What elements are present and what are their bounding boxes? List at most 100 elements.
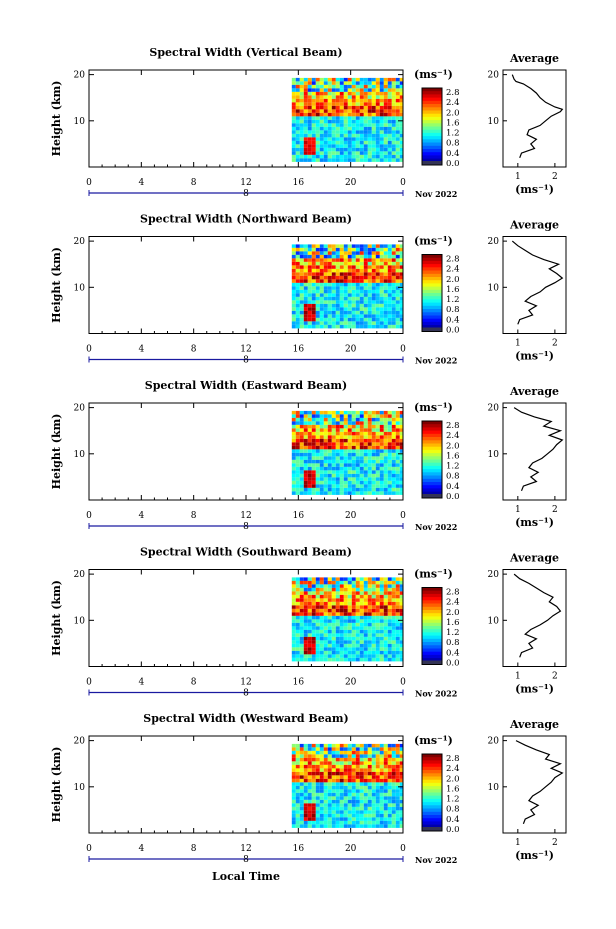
heatmap-cell <box>335 244 340 248</box>
heatmap-cell <box>307 820 312 825</box>
heatmap-cell <box>367 796 372 800</box>
heatmap-cell <box>351 747 356 751</box>
heatmap-cell <box>383 480 388 485</box>
heatmap-cell <box>347 421 352 425</box>
heatmap-cell <box>347 608 352 613</box>
heatmap-cell <box>399 470 403 474</box>
heatmap-cell <box>323 88 328 92</box>
heatmap-cell <box>347 438 352 443</box>
heatmap-cell <box>311 757 316 762</box>
heatmap-cell <box>311 410 316 415</box>
heatmap-cell <box>359 424 364 429</box>
heatmap-cell <box>291 626 296 630</box>
heatmap-cell <box>379 824 384 828</box>
heatmap-cell <box>311 324 316 329</box>
heatmap-cell <box>331 424 336 429</box>
heatmap-cell <box>339 321 344 325</box>
heatmap-cell <box>307 654 312 658</box>
heatmap-cell <box>371 750 376 755</box>
heatmap-cell <box>371 140 376 145</box>
heatmap-cell <box>299 102 304 106</box>
heatmap-cell <box>347 272 352 276</box>
heatmap-cell <box>383 314 388 318</box>
heatmap-cell <box>311 640 316 644</box>
heatmap-cell <box>395 792 400 797</box>
heatmap-cell <box>323 310 328 315</box>
heatmap-cell <box>319 247 324 252</box>
heatmap-cell <box>303 300 308 304</box>
heatmap-cell <box>351 279 356 283</box>
heatmap-cell <box>327 473 332 478</box>
heatmap-cell <box>335 775 340 779</box>
colorbar-swatch <box>422 129 442 134</box>
colorbar-swatch <box>422 616 442 621</box>
heatmap-cell <box>363 421 368 425</box>
heatmap-cell <box>319 140 324 145</box>
heatmap-cell <box>355 84 360 89</box>
heatmap-cell <box>327 417 332 422</box>
heatmap-cell <box>335 810 340 814</box>
colorbar <box>421 587 443 665</box>
heatmap-cell <box>347 81 352 85</box>
heatmap-cell <box>323 487 328 492</box>
heatmap-cell <box>371 91 376 96</box>
heatmap-cell <box>391 473 396 478</box>
heatmap-cell <box>303 91 308 96</box>
heatmap-cell <box>379 470 384 474</box>
heatmap-cell <box>323 813 328 818</box>
heatmap-cell <box>355 307 360 311</box>
heatmap-cell <box>347 612 352 616</box>
heatmap-cell <box>351 296 356 301</box>
heatmap-cell <box>367 622 372 627</box>
colorbar-swatch <box>422 318 442 323</box>
heatmap-cell <box>315 317 320 322</box>
heatmap-cell <box>335 414 340 418</box>
heatmap-cell <box>351 817 356 821</box>
heatmap-cell <box>359 768 364 772</box>
heatmap-cell <box>299 133 304 138</box>
heatmap-cell <box>391 612 396 616</box>
heatmap-cell <box>295 88 300 92</box>
heatmap-cell <box>355 119 360 124</box>
heatmap-cell <box>367 105 372 110</box>
heatmap-cell <box>347 130 352 134</box>
heatmap-cell <box>307 428 312 432</box>
heatmap-cell <box>379 244 384 248</box>
heatmap-cell <box>367 296 372 301</box>
heatmap-cell <box>371 782 376 786</box>
colorbar-swatch <box>422 773 442 777</box>
heatmap-cell <box>367 466 372 471</box>
heatmap-cell <box>311 771 316 776</box>
heatmap-cell <box>383 303 388 308</box>
heatmap-cell <box>295 813 300 818</box>
heatmap-cell <box>311 612 316 616</box>
heatmap-cell <box>295 289 300 294</box>
heatmap-cell <box>327 743 332 748</box>
heatmap-cell <box>295 151 300 155</box>
heatmap-cell <box>331 112 336 117</box>
heatmap-cell <box>299 247 304 252</box>
heatmap-cell <box>391 140 396 145</box>
heatmap-cell <box>359 452 364 457</box>
heatmap-cell <box>371 456 376 460</box>
heatmap-cell <box>291 754 296 758</box>
heatmap-cell <box>307 282 312 287</box>
heatmap-cell <box>399 98 403 103</box>
heatmap-cell <box>323 477 328 481</box>
colorbar-swatch <box>422 782 442 787</box>
heatmap-cell <box>375 754 380 758</box>
heatmap-cell <box>391 619 396 623</box>
heatmap-cell <box>359 417 364 422</box>
heatmap-cell <box>387 612 392 616</box>
heatmap-cell <box>315 112 320 117</box>
heatmap-cell <box>339 286 344 290</box>
heatmap-cell <box>391 799 396 804</box>
heatmap-cell <box>295 81 300 85</box>
heatmap-cell <box>387 158 392 162</box>
heatmap-cell <box>291 123 296 127</box>
heatmap-cell <box>379 622 384 627</box>
heatmap-cell <box>395 761 400 765</box>
colorbar-swatch <box>422 132 442 137</box>
heatmap-cell <box>347 105 352 110</box>
heatmap-cell <box>331 258 336 262</box>
